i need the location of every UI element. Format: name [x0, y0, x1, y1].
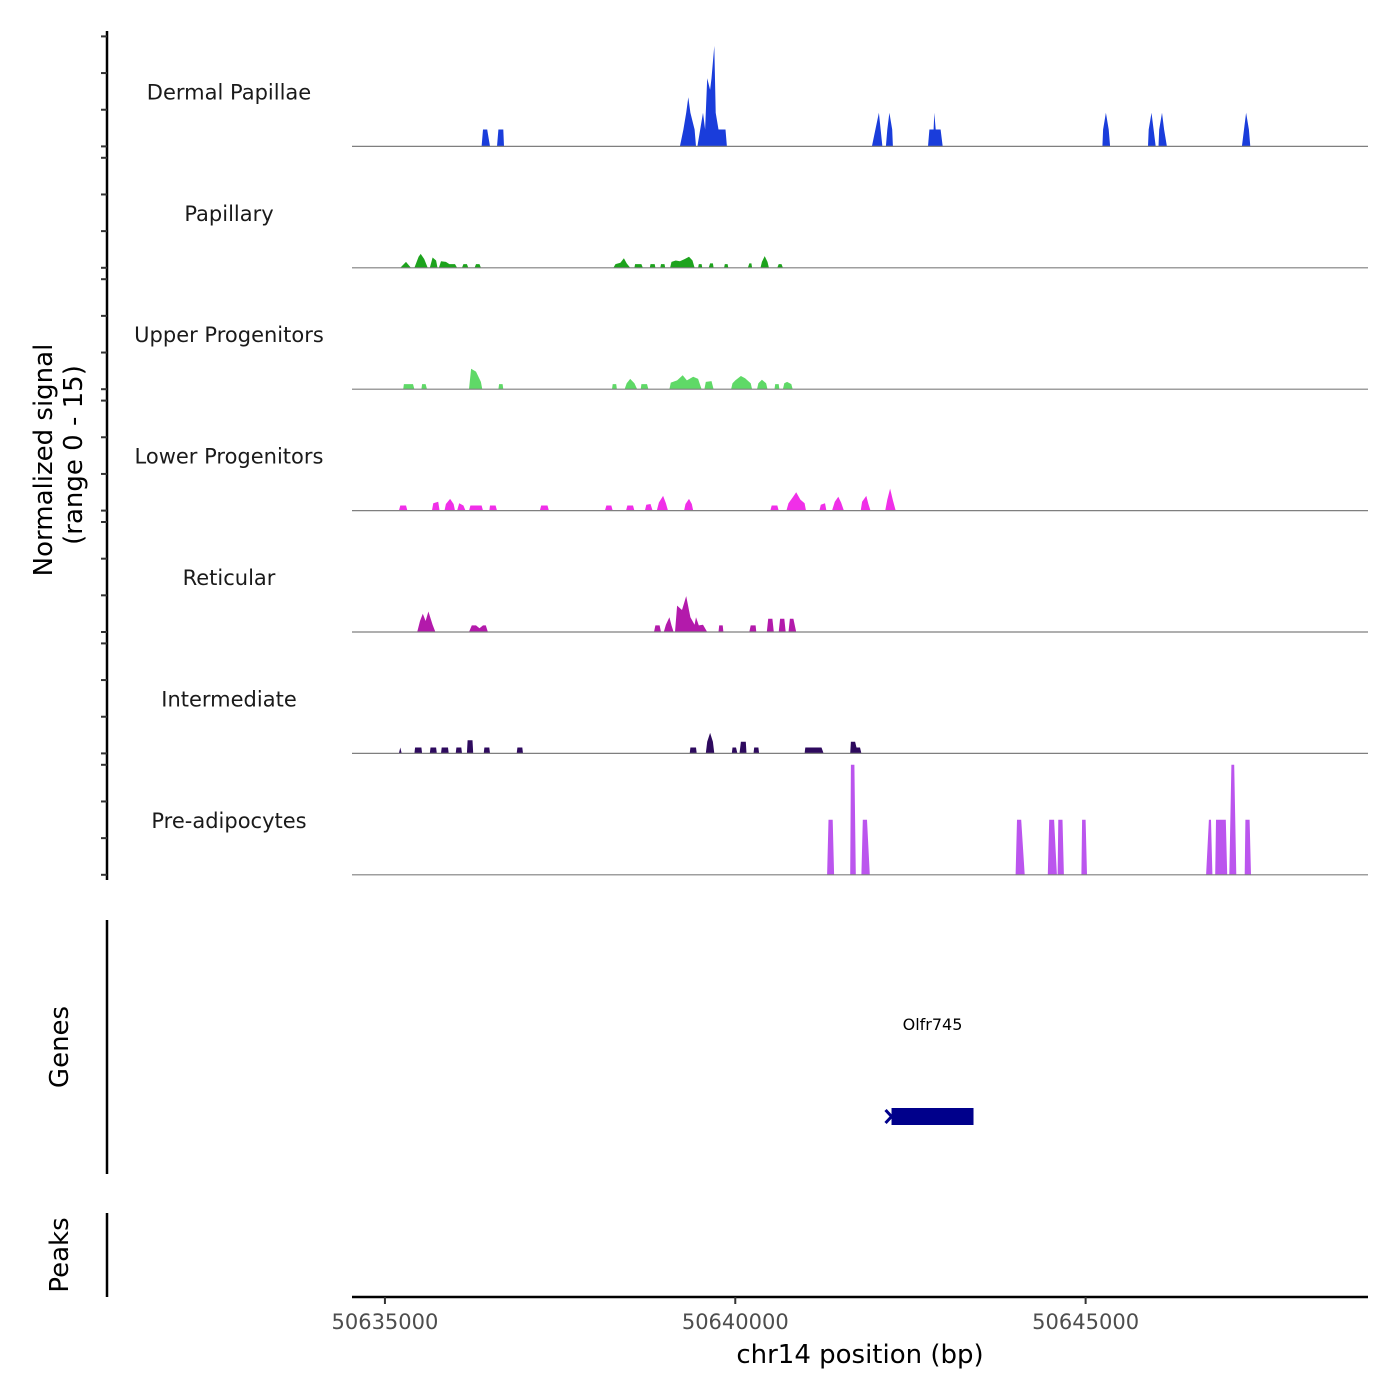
gene-track: Olfr745 [884, 1015, 974, 1125]
track-label: Upper Progenitors [134, 323, 324, 347]
signal-area [352, 764, 1368, 875]
track-label: Lower Progenitors [135, 445, 324, 469]
track-lower-progenitors: Lower Progenitors [135, 445, 1368, 512]
track-label: Dermal Papillae [147, 80, 311, 104]
y-axis-title: Normalized signal (range 0 - 15) [29, 344, 89, 577]
peaks-track-label: Peaks [45, 1217, 75, 1292]
y-axis-title-line-2: (range 0 - 15) [59, 365, 89, 545]
signal-area [352, 253, 1368, 268]
track-pre-adipocytes: Pre-adipocytes [151, 764, 1368, 876]
signal-area [352, 596, 1368, 632]
track-upper-progenitors: Upper Progenitors [134, 323, 1368, 390]
genes-track-label: Genes [45, 1006, 75, 1088]
signal-area [352, 368, 1368, 390]
coverage-tracks: Dermal Papillae Papillary Upper Progenitor… [134, 45, 1368, 876]
strand-arrow-icon [884, 1108, 894, 1125]
track-dermal-papillae: Dermal Papillae [147, 45, 1368, 147]
x-tick-label: 50645000 [1032, 1310, 1139, 1334]
track-papillary: Papillary [184, 202, 1368, 269]
y-axis-title-line-1: Normalized signal [29, 344, 59, 577]
x-axis-title: chr14 position (bp) [736, 1340, 983, 1370]
x-tick-label: 50640000 [682, 1310, 789, 1334]
x-axis-ticks: 50635000 50640000 50645000 [331, 1297, 1139, 1334]
gene-label: Olfr745 [903, 1015, 963, 1034]
track-label: Papillary [184, 202, 273, 226]
signal-area [352, 45, 1368, 147]
track-label: Reticular [183, 566, 276, 590]
signal-area [352, 732, 1368, 754]
track-label: Pre-adipocytes [151, 809, 306, 833]
track-label: Intermediate [161, 687, 297, 711]
signal-area [352, 488, 1368, 511]
gene-olfr745[interactable]: Olfr745 [884, 1015, 974, 1125]
track-reticular: Reticular [183, 566, 1368, 633]
track-intermediate: Intermediate [161, 687, 1368, 755]
gene-body [891, 1108, 974, 1125]
x-tick-label: 50635000 [331, 1310, 438, 1334]
y-axis-ticks [101, 35, 107, 876]
